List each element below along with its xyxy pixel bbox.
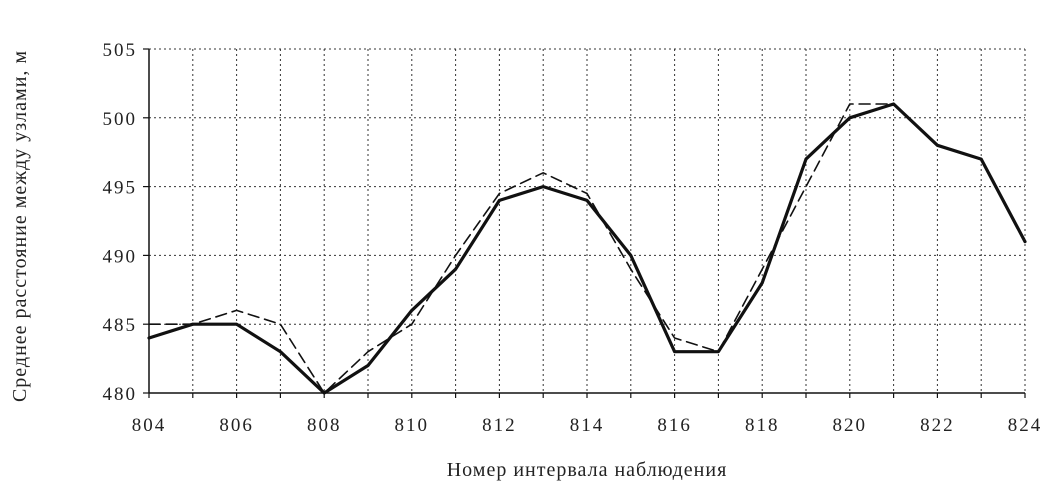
y-tick-label: 490 bbox=[103, 246, 138, 267]
y-tick-label: 500 bbox=[103, 109, 138, 130]
y-tick-label: 480 bbox=[103, 384, 138, 405]
y-tick-label: 495 bbox=[103, 178, 138, 199]
y-tick-label: 505 bbox=[103, 40, 138, 61]
x-tick-label: 808 bbox=[307, 415, 342, 436]
axes bbox=[143, 48, 1026, 398]
x-tick-label: 820 bbox=[833, 415, 868, 436]
x-tick-label: 816 bbox=[657, 415, 692, 436]
x-axis-title: Номер интервала наблюдения bbox=[447, 459, 728, 481]
x-tick-label: 824 bbox=[1008, 415, 1043, 436]
series-line-solid bbox=[147, 102, 1027, 395]
y-tick-label: 485 bbox=[103, 315, 138, 336]
x-tick-label: 810 bbox=[395, 415, 430, 436]
x-tick-label: 806 bbox=[219, 415, 254, 436]
x-tick-label: 818 bbox=[745, 415, 780, 436]
x-tick-label: 814 bbox=[570, 415, 605, 436]
x-tick-label: 812 bbox=[482, 415, 517, 436]
series-line-dashed bbox=[148, 103, 1026, 394]
grid bbox=[149, 48, 1026, 393]
tick-labels: 480 485 490 495 500 505 804 806 808 810 812 814 816 8… bbox=[103, 40, 1043, 436]
y-axis-title: Среднее расстояние между узлами, м bbox=[9, 50, 31, 402]
series-group bbox=[147, 102, 1027, 395]
x-tick-label: 822 bbox=[920, 415, 955, 436]
x-tick-label: 804 bbox=[132, 415, 167, 436]
